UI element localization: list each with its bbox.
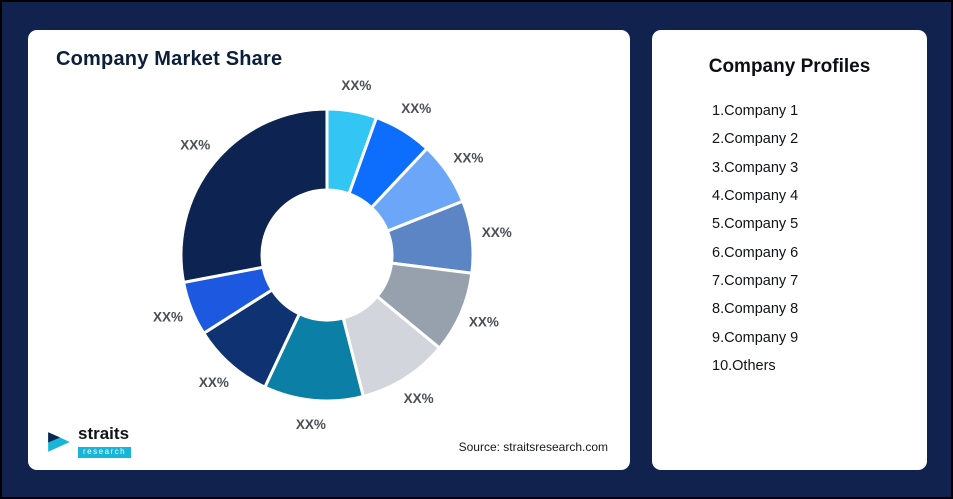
list-item: 9.Company 9 — [712, 329, 799, 346]
list-item: 1.Company 1 — [712, 103, 799, 119]
donut-segment — [179, 107, 329, 284]
segment-label: XX% — [469, 314, 499, 329]
segment-label: XX% — [180, 138, 210, 153]
chart-title: Company Market Share — [56, 48, 283, 70]
list-item: 7.Company 7 — [712, 273, 799, 290]
straits-logo-icon — [48, 431, 70, 452]
segment-label: XX% — [401, 101, 431, 116]
segment-label: XX% — [296, 417, 326, 432]
list-item: 3.Company 3 — [712, 159, 799, 176]
segment-label: XX% — [482, 225, 512, 240]
source-text: Source: straitsresearch.com — [458, 440, 608, 454]
segment-label: XX% — [404, 391, 434, 406]
donut-chart: XX% XX% XX% XX% XX% XX% XX% XX% XX% XX% — [153, 78, 512, 432]
segment-label: XX% — [341, 78, 371, 93]
company-profiles-card: Company Profiles 1.Company 1 2.Company 2 3… — [652, 30, 927, 470]
list-item: 5.Company 5 — [712, 216, 799, 233]
list-item: 2.Company 2 — [712, 131, 799, 148]
segment-label: XX% — [153, 309, 183, 324]
list-item: 4.Company 4 — [712, 188, 799, 205]
profiles-title: Company Profiles — [708, 56, 871, 77]
list-item: 6.Company 6 — [712, 244, 799, 261]
list-item: 10.Others — [712, 358, 776, 375]
segment-label: XX% — [199, 375, 229, 390]
segment-label: XX% — [453, 150, 483, 165]
company-list: 1.Company 1 2.Company 2 3.Company 3 4.Compa… — [712, 102, 798, 385]
logo-sub-text: research — [78, 446, 132, 458]
straits-logo-text: straits research — [78, 424, 132, 458]
logo-brand-text: straits — [78, 424, 130, 443]
market-share-card: Company Market Share XX% XX% XX% XX% XX% XX% X… — [28, 30, 630, 470]
straits-logo: straits research — [46, 424, 132, 458]
list-item: 8.Company 8 — [712, 301, 799, 318]
